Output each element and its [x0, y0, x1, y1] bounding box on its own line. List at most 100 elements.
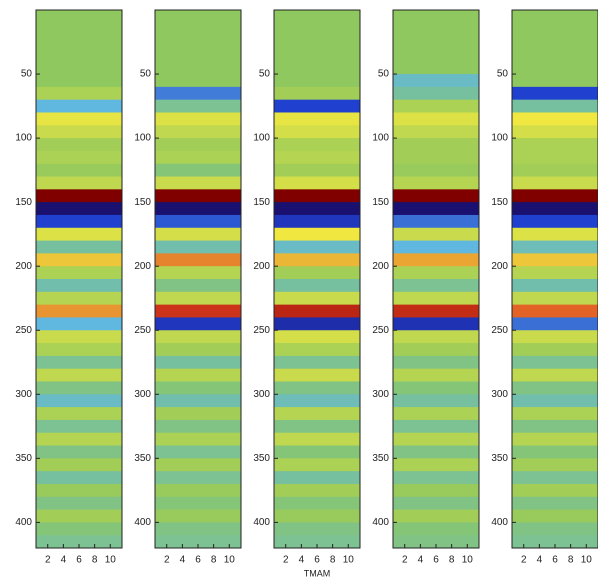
heatmap-row	[274, 445, 360, 459]
y-tick-label: 200	[372, 261, 389, 272]
heatmap-row	[512, 266, 598, 280]
heatmap-row	[274, 368, 360, 382]
y-tick-label: 50	[378, 69, 390, 80]
heatmap-row	[274, 343, 360, 357]
heatmap-row	[274, 86, 360, 101]
heatmap-row	[155, 343, 241, 357]
heatmap-row	[274, 317, 360, 331]
y-tick-label: 50	[21, 69, 33, 80]
x-tick-label: 10	[343, 555, 355, 566]
heatmap-row	[36, 253, 122, 267]
y-tick-label: 400	[253, 517, 270, 528]
heatmap-row	[512, 381, 598, 395]
heatmap-row	[155, 471, 241, 485]
heatmap-row	[155, 279, 241, 293]
heatmap-row	[274, 150, 360, 165]
heatmap-row	[393, 48, 479, 62]
heatmap-row	[274, 74, 360, 88]
heatmap-row	[155, 407, 241, 421]
x-tick-label: 6	[552, 555, 558, 566]
heatmap-row	[155, 432, 241, 447]
heatmap-row	[393, 10, 479, 24]
heatmap-row	[36, 279, 122, 293]
heatmap-row	[393, 74, 479, 88]
y-tick-label: 150	[491, 197, 508, 208]
heatmap-row	[393, 86, 479, 101]
heatmap-row	[155, 317, 241, 331]
heatmap-row	[274, 202, 360, 216]
x-tick-label: 6	[76, 555, 82, 566]
x-tick-label: 2	[283, 555, 289, 566]
heatmap-row	[512, 343, 598, 357]
heatmap-row	[393, 150, 479, 165]
y-tick-label: 50	[497, 69, 509, 80]
heatmap-row	[36, 381, 122, 395]
heatmap-row	[36, 202, 122, 216]
heatmap-row	[512, 368, 598, 382]
heatmap-row	[36, 150, 122, 165]
heatmap-row	[393, 355, 479, 370]
heatmap-row	[393, 496, 479, 511]
heatmap-row	[36, 445, 122, 459]
x-tick-label: 4	[180, 555, 186, 566]
heatmap-row	[36, 458, 122, 472]
y-tick-label: 250	[134, 325, 151, 336]
heatmap-row	[393, 304, 479, 318]
heatmap-row	[512, 150, 598, 165]
heatmap-row	[393, 266, 479, 280]
y-tick-label: 300	[253, 389, 270, 400]
heatmap-row	[512, 125, 598, 139]
x-tick-label: 2	[521, 555, 527, 566]
y-tick-label: 300	[372, 389, 389, 400]
heatmap-row	[393, 35, 479, 49]
heatmap-row	[36, 266, 122, 280]
y-tick-label: 200	[491, 261, 508, 272]
heatmap-row	[274, 432, 360, 447]
heatmap-row	[274, 138, 360, 152]
y-tick-label: 150	[15, 197, 32, 208]
heatmap-row	[393, 138, 479, 152]
heatmap-row	[155, 458, 241, 472]
heatmap-row	[274, 279, 360, 293]
heatmap-row	[512, 535, 598, 549]
heatmap-row	[155, 291, 241, 306]
heatmap-row	[393, 394, 479, 408]
heatmap-row	[393, 22, 479, 37]
heatmap-row	[36, 189, 122, 203]
y-tick-label: 100	[15, 133, 32, 144]
heatmap-row	[512, 407, 598, 421]
y-tick-label: 100	[253, 133, 270, 144]
heatmap-row	[36, 61, 122, 75]
heatmap-row	[155, 419, 241, 434]
x-tick-label: 10	[224, 555, 236, 566]
heatmap-row	[36, 394, 122, 408]
y-tick-label: 350	[134, 453, 151, 464]
heatmap-row	[155, 86, 241, 101]
heatmap-row	[155, 330, 241, 344]
x-tick-label: 6	[195, 555, 201, 566]
heatmap-row	[512, 112, 598, 126]
heatmap-row	[155, 138, 241, 152]
heatmap-row	[36, 99, 122, 113]
heatmap-row	[155, 381, 241, 395]
heatmap-row	[393, 189, 479, 203]
x-tick-label: 8	[330, 555, 336, 566]
y-tick-label: 350	[15, 453, 32, 464]
heatmap-row	[155, 483, 241, 498]
heatmap-row	[393, 330, 479, 344]
heatmap-row	[274, 253, 360, 267]
heatmap-row	[512, 509, 598, 523]
y-tick-label: 300	[134, 389, 151, 400]
y-tick-label: 250	[491, 325, 508, 336]
y-tick-label: 400	[372, 517, 389, 528]
heatmap-row	[512, 189, 598, 203]
y-tick-label: 300	[15, 389, 32, 400]
y-tick-label: 150	[372, 197, 389, 208]
heatmap-row	[512, 458, 598, 472]
heatmap-row	[36, 176, 122, 190]
heatmap-row	[36, 240, 122, 254]
x-tick-label: 8	[211, 555, 217, 566]
heatmap-row	[36, 407, 122, 421]
x-tick-label: 6	[314, 555, 320, 566]
